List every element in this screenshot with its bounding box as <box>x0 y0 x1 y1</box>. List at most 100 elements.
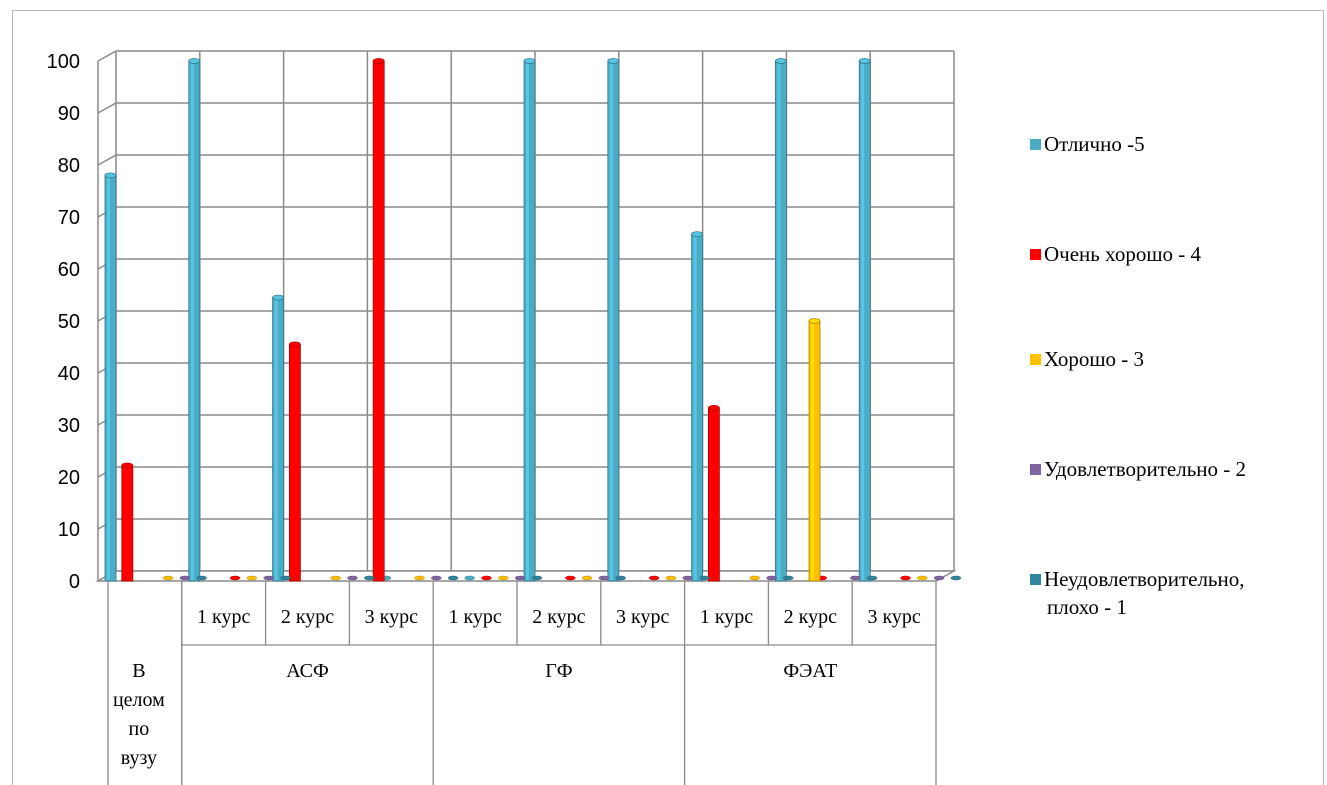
y-tick-label: 50 <box>58 311 80 333</box>
bar-5-7 <box>699 575 710 581</box>
side-wall-gridline <box>97 102 117 114</box>
bar-4-5 <box>514 575 526 581</box>
bar-highlight <box>693 235 697 580</box>
bar-2-6 <box>565 575 576 581</box>
legend-swatch <box>1030 248 1041 260</box>
x-tick-label: 2 курс <box>784 606 837 628</box>
group-label: ФЭАТ <box>783 660 837 682</box>
bar-highlight <box>710 408 714 580</box>
bar-4-2 <box>263 575 274 581</box>
legend-swatch <box>1030 138 1041 150</box>
legend-swatch <box>1030 463 1041 475</box>
x-tick-label: 3 курс <box>867 606 920 628</box>
bar-3-4 <box>414 575 425 581</box>
bar-4-10 <box>933 575 945 581</box>
x-tick-label: 1 курс <box>700 606 753 628</box>
bar-top <box>188 58 201 64</box>
side-wall-gridline <box>97 154 117 166</box>
bar-top <box>607 58 620 64</box>
bar-5-9 <box>866 575 878 581</box>
bar-top <box>272 294 285 301</box>
y-tick-label: 0 <box>69 571 80 593</box>
y-tick-label: 100 <box>47 51 80 73</box>
legend-label: Хорошо - 3 <box>1044 347 1145 371</box>
bar-3-2 <box>246 575 258 581</box>
bar-highlight <box>190 62 194 580</box>
bar-5-8 <box>783 575 794 581</box>
bar-top <box>104 172 117 179</box>
x-tick-label: 2 курс <box>281 606 334 628</box>
bar-4-8 <box>766 575 777 581</box>
bar-2-8 <box>708 407 720 582</box>
bar-top <box>858 58 871 64</box>
bar-1-3 <box>272 297 285 582</box>
bar-5-3 <box>364 575 375 581</box>
bar-highlight <box>274 298 278 580</box>
legend-swatch <box>1030 573 1041 585</box>
bar-highlight <box>526 62 529 580</box>
bar-5-6 <box>615 575 626 581</box>
legend-item: Отлично -5 <box>1030 130 1145 158</box>
x-tick-label: 2 курс <box>532 606 585 628</box>
bar-4-7 <box>682 575 693 581</box>
bar-highlight <box>777 62 781 580</box>
bar-4-9 <box>850 575 861 581</box>
bar-5-2 <box>280 575 291 581</box>
x-tick-label: 3 курс <box>365 606 418 628</box>
legend-item: Хорошо - 3 <box>1030 345 1144 373</box>
bar-3-9 <box>808 320 821 582</box>
legend-label: Удовлетворительно - 2 <box>1044 457 1247 481</box>
group-label: В <box>132 660 145 682</box>
y-tick-label: 80 <box>58 155 80 177</box>
bar-highlight <box>861 62 865 580</box>
bar-4-3 <box>347 575 358 581</box>
bar-2-10 <box>900 575 911 581</box>
bar-top <box>708 404 720 411</box>
bar-5-5 <box>531 575 543 581</box>
chart-frame <box>12 10 1324 785</box>
bar-1-9 <box>775 60 787 582</box>
bar-1-5 <box>464 575 475 581</box>
bar-3-5 <box>498 575 509 581</box>
bar-top <box>775 58 787 64</box>
legend-label: Неудовлетворительно, <box>1044 567 1245 591</box>
bar-top <box>523 58 536 64</box>
bar-2-4 <box>372 60 385 582</box>
legend-label: плохо - 1 <box>1047 595 1127 619</box>
bar-3-8 <box>749 575 760 581</box>
legend-swatch <box>1030 353 1041 365</box>
bar-highlight <box>123 466 127 580</box>
bar-5-10 <box>950 575 962 581</box>
bar-5-1 <box>196 575 207 581</box>
bar-4-1 <box>179 575 191 581</box>
bar-3-1 <box>162 575 174 581</box>
x-tick-label: 1 курс <box>448 606 501 628</box>
bar-3-10 <box>917 575 928 581</box>
bar-2-1 <box>121 465 134 582</box>
bar-highlight <box>291 345 295 580</box>
bar-2-3 <box>288 343 301 582</box>
y-tick-label: 40 <box>58 363 80 385</box>
bar-highlight <box>609 62 613 580</box>
bar-1-1 <box>104 174 117 582</box>
bar-top <box>808 318 821 324</box>
legend-item: Очень хорошо - 4 <box>1030 240 1201 268</box>
bar-1-8 <box>691 233 703 582</box>
bar-highlight <box>107 176 110 580</box>
y-tick-label: 90 <box>58 103 80 125</box>
group-label: ГФ <box>545 660 572 682</box>
y-tick-label: 20 <box>58 467 80 489</box>
legend-item: Неудовлетворительно, плохо - 1 <box>1030 565 1245 621</box>
side-wall-gridline <box>97 50 117 62</box>
bar-3-7 <box>665 575 677 581</box>
group-label: целом <box>113 689 165 711</box>
bar-1-6 <box>523 60 536 582</box>
bar-top <box>288 341 301 348</box>
group-label: по <box>129 718 150 740</box>
bar-1-7 <box>607 60 620 582</box>
bar-3-6 <box>581 575 593 581</box>
bar-2-5 <box>481 575 492 581</box>
bar-top <box>372 58 385 64</box>
legend-label: Отлично -5 <box>1044 132 1145 156</box>
